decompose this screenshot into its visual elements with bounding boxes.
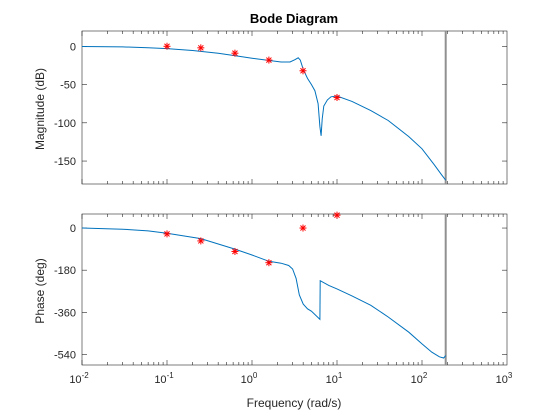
x-tick-label: 100	[241, 371, 258, 386]
x-tick-label: 10-1	[154, 371, 174, 386]
phase-y-tick-label: 0	[70, 223, 76, 235]
magnitude-y-tick-label: -50	[60, 80, 76, 92]
chart-title: Bode Diagram	[250, 11, 338, 26]
phase-data-marker	[299, 224, 307, 232]
magnitude-data-marker	[231, 49, 239, 57]
magnitude-axis-label: Magnitude (dB)	[33, 68, 47, 150]
phase-y-tick-label: -540	[54, 349, 76, 361]
phase-data-marker	[163, 230, 171, 238]
magnitude-y-tick-label: -150	[54, 156, 76, 168]
x-tick-label: 101	[326, 371, 343, 386]
phase-data-marker	[231, 247, 239, 255]
magnitude-y-tick-label: -100	[54, 118, 76, 130]
magnitude-data-marker	[197, 44, 205, 52]
phase-data-marker	[333, 211, 341, 219]
magnitude-y-tick-label: 0	[70, 41, 76, 53]
phase-axes-box	[81, 213, 508, 366]
x-tick-labels: 10-2 10-1 100 101 102 103	[69, 371, 513, 386]
phase-data-marker	[265, 259, 273, 267]
phase-data-marker	[197, 237, 205, 245]
x-axis-label: Frequency (rad/s)	[247, 396, 342, 410]
magnitude-panel: 0 -50 -100 -150	[54, 30, 508, 185]
x-tick-label: 103	[496, 371, 513, 386]
phase-response-line	[81, 227, 447, 359]
phase-y-tick-label: -360	[54, 307, 76, 319]
magnitude-data-marker	[299, 67, 307, 75]
x-tick-label: 102	[411, 371, 428, 386]
magnitude-data-marker	[265, 56, 273, 64]
magnitude-data-marker	[163, 42, 171, 50]
magnitude-response-line	[81, 46, 447, 181]
magnitude-data-marker	[333, 94, 341, 102]
x-tick-label: 10-2	[69, 371, 89, 386]
magnitude-axes-box	[81, 30, 508, 185]
phase-axis-label: Phase (deg)	[33, 258, 47, 323]
phase-y-tick-label: -180	[54, 265, 76, 277]
phase-panel: 0 -180 -360 -540	[54, 211, 508, 366]
